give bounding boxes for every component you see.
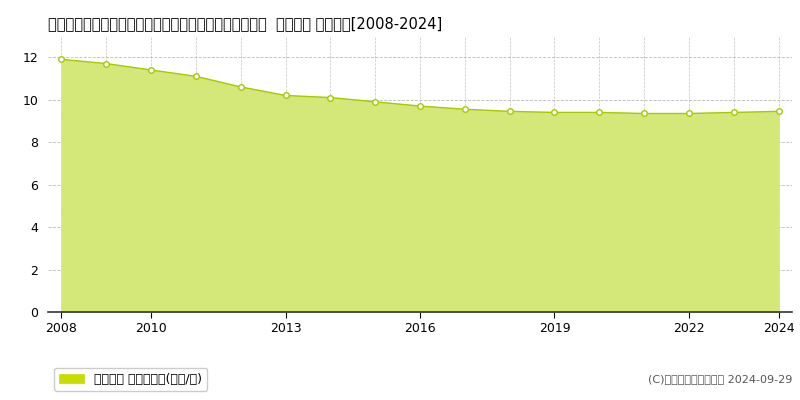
Legend: 基準地価 平均坪単価(万円/坪): 基準地価 平均坪単価(万円/坪) — [54, 368, 207, 391]
Text: (C)土地価格ドットコム 2024-09-29: (C)土地価格ドットコム 2024-09-29 — [648, 374, 792, 384]
Text: 佐賀県三養基郡上峰町大字坊所字二本谷２４５８番６外  基準地価 地価推移[2008-2024]: 佐賀県三養基郡上峰町大字坊所字二本谷２４５８番６外 基準地価 地価推移[2008… — [48, 16, 442, 31]
